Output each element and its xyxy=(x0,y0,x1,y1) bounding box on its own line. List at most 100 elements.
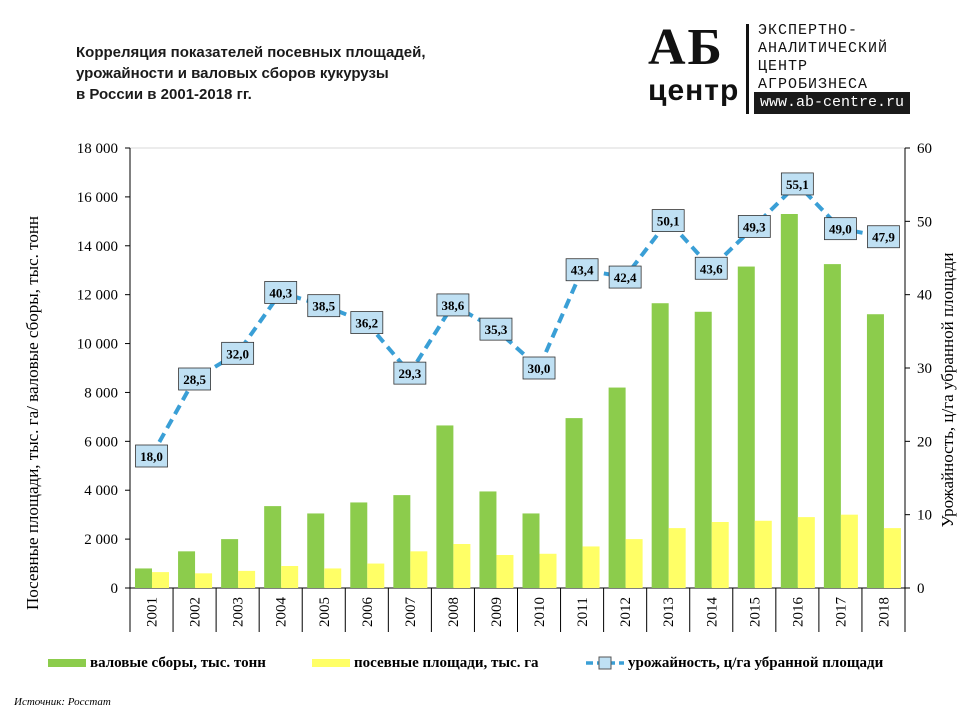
bar-gross-2010 xyxy=(522,513,540,588)
y2-tick-label: 60 xyxy=(917,141,932,157)
bar-gross-2001 xyxy=(135,568,152,588)
logo-line: ЦЕНТР xyxy=(758,58,809,75)
y-tick-label: 14 000 xyxy=(77,239,118,255)
yield-data-label-2007: 29,3 xyxy=(398,366,421,381)
x-tick-label: 2001 xyxy=(145,597,161,627)
bar-gross-2012 xyxy=(608,387,626,588)
yield-data-label-2018: 47,9 xyxy=(872,230,895,245)
yield-data-label-2017: 49,0 xyxy=(829,222,852,237)
yield-data-label-2013: 50,1 xyxy=(657,214,680,229)
y-tick-label: 16 000 xyxy=(77,190,118,206)
yield-data-label-2004: 40,3 xyxy=(269,285,292,300)
x-tick-label: 2012 xyxy=(618,597,634,627)
bar-area-2004 xyxy=(281,566,299,588)
y2-axis-title: Урожайность, ц/га убранной площади xyxy=(938,253,957,528)
y2-tick-label: 40 xyxy=(917,288,932,304)
x-tick-label: 2014 xyxy=(704,597,720,628)
yield-data-label-2005: 38,5 xyxy=(312,299,335,314)
logo-line: АНАЛИТИЧЕСКИЙ xyxy=(758,40,889,57)
bar-gross-2013 xyxy=(651,303,669,588)
x-tick-label: 2003 xyxy=(231,597,247,627)
ab-centre-logo: АБ центр ЭКСПЕРТНО- АНАЛИТИЧЕСКИЙ ЦЕНТР … xyxy=(648,22,928,118)
bar-area-2005 xyxy=(324,568,342,588)
yield-marker-2001 xyxy=(135,444,168,468)
yield-marker-2017 xyxy=(824,217,857,241)
legend-swatch-yield xyxy=(586,656,624,670)
yield-marker-2013 xyxy=(651,209,685,233)
y2-tick-label: 20 xyxy=(917,434,932,450)
bar-area-2009 xyxy=(496,555,514,588)
bar-gross-2011 xyxy=(565,418,583,588)
x-tick-label: 2007 xyxy=(403,597,419,628)
y2-tick-label: 10 xyxy=(917,508,932,524)
legend-label-area: посевные площади, тыс. га xyxy=(354,655,539,671)
x-tick-label: 2016 xyxy=(790,597,806,628)
source-note: Источник: Росстат xyxy=(14,696,111,708)
yield-marker-2012 xyxy=(608,265,642,289)
bar-gross-2009 xyxy=(479,491,497,588)
bar-area-2012 xyxy=(625,539,643,588)
bar-gross-2018 xyxy=(866,314,884,588)
bar-gross-2007 xyxy=(393,495,411,588)
bar-area-2010 xyxy=(539,553,557,588)
x-tick-label: 2005 xyxy=(317,597,333,627)
x-tick-label: 2008 xyxy=(446,597,462,627)
yield-marker-2018 xyxy=(867,225,900,249)
x-tick-label: 2006 xyxy=(360,597,376,628)
legend-label-gross: валовые сборы, тыс. тонн xyxy=(90,655,266,671)
yield-data-label-2002: 28,5 xyxy=(183,372,206,387)
bar-gross-2004 xyxy=(264,506,282,588)
bar-gross-2016 xyxy=(780,214,798,588)
bar-area-2014 xyxy=(711,522,729,588)
bar-area-2003 xyxy=(238,570,256,588)
yield-marker-2004 xyxy=(264,281,298,304)
y-tick-label: 10 000 xyxy=(77,337,118,353)
yield-marker-2005 xyxy=(307,294,341,318)
bar-gross-2015 xyxy=(737,266,755,588)
yield-marker-2006 xyxy=(350,311,384,334)
logo-mark-top: АБ xyxy=(648,19,724,76)
x-tick-label: 2017 xyxy=(833,597,849,628)
legend-swatch-gross xyxy=(48,659,86,667)
yield-data-label-2001: 18,0 xyxy=(140,449,163,464)
yield-marker-2002 xyxy=(178,367,211,391)
yield-data-label-2006: 36,2 xyxy=(355,316,378,331)
yield-line xyxy=(149,181,884,457)
x-tick-label: 2018 xyxy=(876,597,892,627)
yield-marker-2010 xyxy=(522,356,556,380)
yield-data-label-2011: 43,4 xyxy=(571,263,594,278)
yield-data-label-2008: 38,6 xyxy=(442,298,465,313)
y-tick-label: 2 000 xyxy=(84,532,118,548)
logo-text: ЭКСПЕРТНО- АНАЛИТИЧЕСКИЙ ЦЕНТР АГРОБИЗНЕ… xyxy=(758,22,888,94)
y-tick-label: 8 000 xyxy=(84,385,118,401)
chart-title: Корреляция показателей посевных площадей… xyxy=(76,42,506,105)
bar-area-2008 xyxy=(453,544,471,588)
y2-tick-label: 0 xyxy=(917,581,925,597)
bar-gross-2006 xyxy=(350,502,368,588)
bar-area-2006 xyxy=(367,563,385,588)
bar-gross-2008 xyxy=(436,425,454,588)
y-tick-label: 4 000 xyxy=(84,483,118,499)
y-tick-label: 6 000 xyxy=(84,434,118,450)
bar-area-2011 xyxy=(582,546,600,588)
yield-marker-2014 xyxy=(694,256,728,280)
bar-area-2016 xyxy=(797,517,815,588)
y-tick-label: 12 000 xyxy=(77,288,118,304)
y-tick-label: 18 000 xyxy=(77,141,118,157)
chart-legend: валовые сборы, тыс. тонн посевные площад… xyxy=(0,652,960,674)
y2-tick-label: 30 xyxy=(917,361,932,377)
yield-data-label-2010: 30,0 xyxy=(528,361,551,376)
logo-divider xyxy=(746,24,749,114)
x-tick-label: 2015 xyxy=(747,597,763,627)
bar-area-2015 xyxy=(754,520,772,588)
bar-gross-2014 xyxy=(694,311,712,588)
x-tick-label: 2009 xyxy=(489,597,505,627)
logo-mark-bottom: центр xyxy=(648,74,740,107)
yield-data-label-2012: 42,4 xyxy=(614,270,637,285)
title-line: в России в 2001-2018 гг. xyxy=(76,86,252,103)
yield-data-label-2016: 55,1 xyxy=(786,177,809,192)
bar-gross-2005 xyxy=(307,513,325,588)
yield-data-label-2015: 49,3 xyxy=(743,219,766,234)
yield-marker-2016 xyxy=(780,172,814,196)
